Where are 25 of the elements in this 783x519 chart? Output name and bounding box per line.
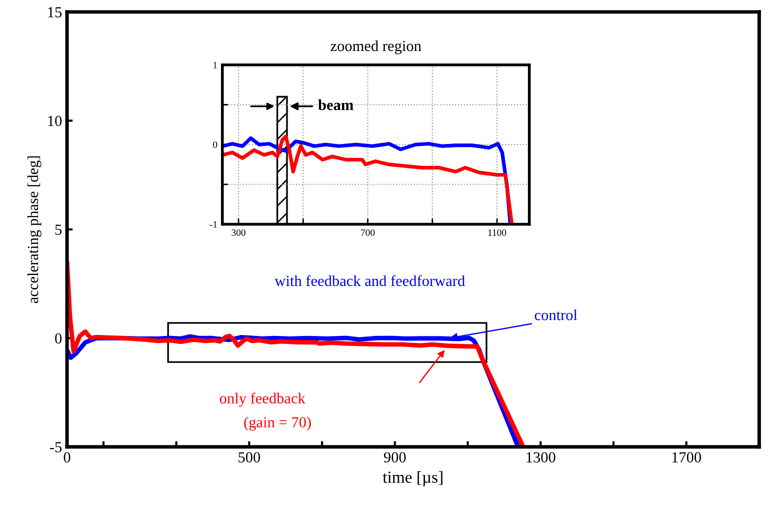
y-tick-label: 0 <box>55 333 62 344</box>
annotation: (gain = 70) <box>244 416 311 431</box>
x-tick-label: 1300 <box>526 452 556 462</box>
x-tick-label: 700 <box>361 229 375 236</box>
line-series <box>67 260 526 447</box>
x-tick-label: 300 <box>232 229 246 236</box>
y-tick-label: 0 <box>213 141 218 148</box>
text: with feedback and feedforward <box>274 275 465 286</box>
chart-title: zoomed region <box>330 40 422 54</box>
y-tick-label: 10 <box>48 116 62 126</box>
y-tick-label: 1 <box>214 62 217 68</box>
x-axis-title: time [µs] <box>382 471 442 486</box>
text: only feedback <box>220 392 306 407</box>
band-label: beam <box>318 99 354 110</box>
x-tick-label: 500 <box>238 452 260 462</box>
y-tick-label: -5 <box>50 442 62 452</box>
x-tick-label: 1100 <box>488 229 506 236</box>
y-tick-label: -1 <box>210 221 217 228</box>
annotation: control <box>534 309 578 320</box>
x-tick-label: 1700 <box>672 452 702 462</box>
y-axis-title: accelerating phase [deg] <box>27 156 42 304</box>
y-tick-label: 5 <box>55 224 62 235</box>
x-tick-label: 900 <box>384 452 406 462</box>
x-tick-label: 0 <box>64 452 70 462</box>
y-tick-label: 15 <box>48 7 62 18</box>
